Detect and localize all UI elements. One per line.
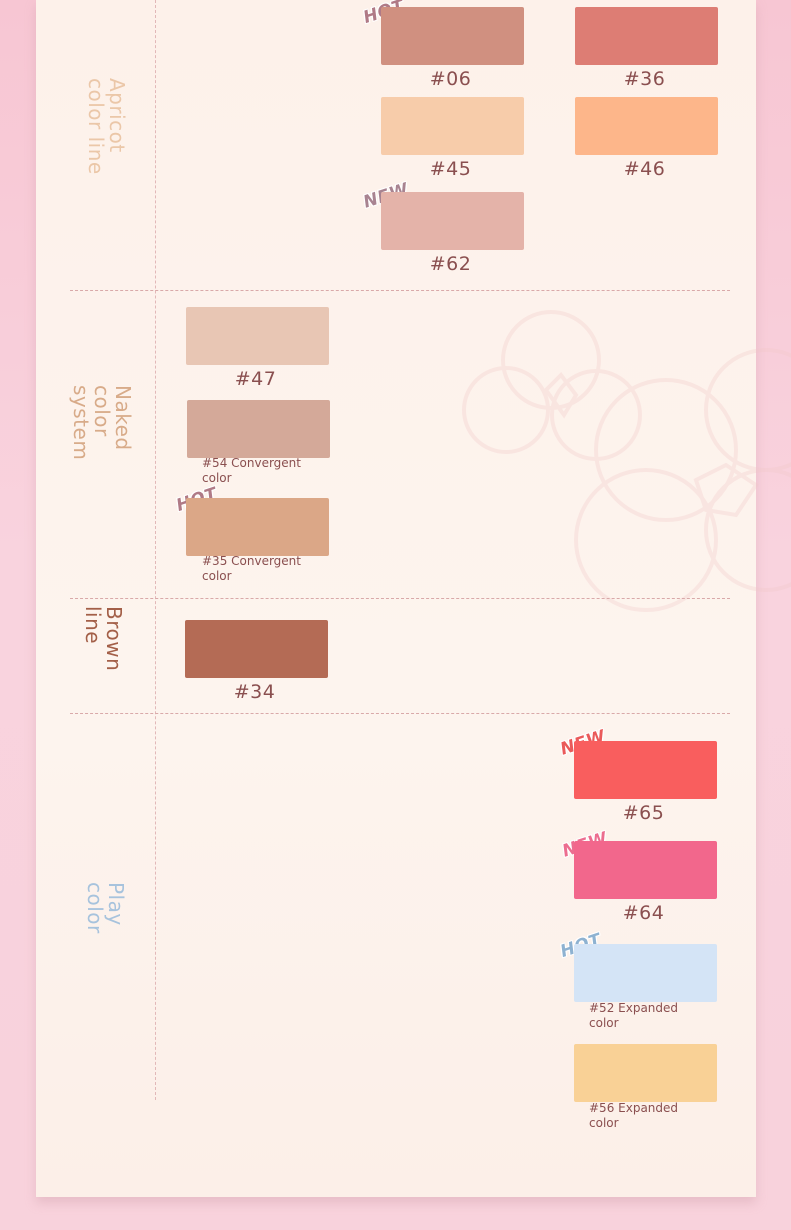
shade-swatch[interactable] [574,841,717,899]
shade-code: #36 [623,68,666,90]
shade-swatch[interactable] [574,741,717,799]
shade-swatch[interactable] [574,944,717,1002]
shade-code: #06 [429,68,472,90]
shade-swatch[interactable] [186,498,329,556]
shade-swatch[interactable] [186,307,329,365]
shade-swatch[interactable] [575,97,718,155]
flower-outline-decoration [462,310,791,612]
shade-code: #54 Convergent color [202,456,301,485]
shade-swatch[interactable] [381,192,524,250]
shade-code: #52 Expanded color [589,1001,679,1030]
column-divider [155,0,156,1100]
section-divider [70,290,730,291]
shade-code: #62 [429,253,472,275]
shade-code: #47 [234,368,277,390]
shade-code: #45 [429,158,472,180]
section-label-naked: Naked color system [69,385,135,461]
shade-code: #46 [623,158,666,180]
shade-swatch[interactable] [187,400,330,458]
shade-code: #34 [233,681,276,703]
shade-swatch[interactable] [381,97,524,155]
shade-swatch[interactable] [381,7,524,65]
section-label-play: Play color [83,882,128,934]
section-label-brown: Brown line [81,606,126,672]
shade-code: #56 Expanded color [589,1101,679,1130]
shade-code: #64 [622,902,665,924]
shade-swatch[interactable] [574,1044,717,1102]
shade-swatch[interactable] [575,7,718,65]
shade-swatch[interactable] [185,620,328,678]
section-divider [70,713,730,714]
shade-code: #65 [622,802,665,824]
section-label-apricot: Apricot color line [84,78,129,175]
section-divider [70,598,730,599]
shade-code: #35 Convergent color [202,554,301,583]
